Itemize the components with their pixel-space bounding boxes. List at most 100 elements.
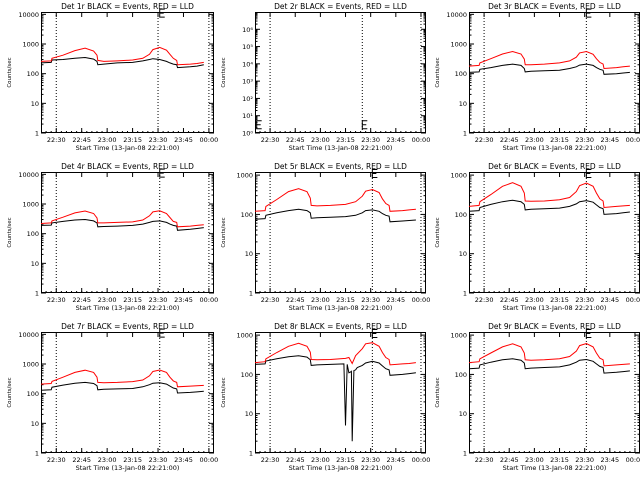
x-tick-label: 23:00 [525,456,544,464]
y-tick-label: 10⁰ [242,130,253,138]
y-axis-label: Counts/sec [435,57,441,87]
x-tick-label: 23:45 [600,296,619,304]
series-line-lld [254,342,416,366]
x-tick-label: 23:30 [149,136,168,144]
series-line-events [254,208,416,223]
plot-frame [255,12,426,133]
panel-det-9r: Det 9r BLACK = Events, RED = LLD 22:30 22:… [435,322,640,472]
x-tick-label: 22:45 [500,456,519,464]
plot-frame [469,12,640,133]
x-tick-label: 22:30 [47,296,66,304]
x-tick-label: 23:30 [149,456,168,464]
panel-det-1r: Det 1r BLACK = Events, RED = LLD 22:30 22:… [7,2,218,152]
x-axis-label: Start Time (13-Jan-08 22:21:00) [76,144,180,152]
x-tick-label: 23:30 [575,456,594,464]
bracket-marker [159,8,165,18]
x-tick-label: 22:30 [475,136,494,144]
y-axis-label: Counts/sec [7,377,13,407]
y-axis-label: Counts/sec [7,57,13,87]
x-tick-label: 23:30 [149,296,168,304]
x-tick-label: 23:00 [311,296,330,304]
x-tick-label: 00:00 [200,136,219,144]
y-tick-label: 10 [459,250,467,258]
panel-title: Det 7r BLACK = Events, RED = LLD [61,322,194,331]
x-tick-label: 22:45 [286,456,305,464]
panel-det-2r: Det 2r BLACK = Events, RED = LLD 22:30 22:… [221,2,430,152]
y-tick-label: 10⁶ [242,26,253,34]
x-tick-label: 00:00 [412,456,431,464]
bracket-marker [361,120,368,130]
x-tick-label: 23:15 [336,456,355,464]
x-tick-label: 23:15 [550,296,569,304]
y-axis-label: Counts/sec [7,217,13,247]
y-tick-label: 100 [27,230,39,238]
panel-det-6r: Det 6r BLACK = Events, RED = LLD 22:30 22:… [435,162,640,312]
plot-frame [255,172,426,293]
y-tick-label: 1 [463,130,467,138]
series-line-events [40,381,204,394]
x-tick-label: 22:45 [500,296,519,304]
series-line-events [40,56,204,69]
y-tick-label: 10 [31,100,39,108]
y-tick-label: 10 [31,260,39,268]
y-tick-label: 100 [241,211,253,219]
y-tick-label: 1 [463,450,467,458]
x-tick-label: 23:30 [575,296,594,304]
x-axis-label: Start Time (13-Jan-08 22:21:00) [289,464,393,472]
panel-det-3r: Det 3r BLACK = Events, RED = LLD 22:30 22:… [435,2,640,152]
x-tick-label: 22:30 [47,456,66,464]
x-axis-label: Start Time (13-Jan-08 22:21:00) [503,464,607,472]
panel-title: Det 2r BLACK = Events, RED = LLD [274,2,407,11]
x-tick-label: 23:00 [525,136,544,144]
series-line-lld [40,210,204,228]
x-tick-label: 23:30 [361,456,380,464]
x-tick-label: 23:15 [123,296,142,304]
y-tick-label: 10⁵ [242,43,253,51]
y-tick-label: 1 [35,290,39,298]
y-tick-label: 1000 [450,172,467,180]
bracket-marker [585,168,592,178]
y-tick-label: 10 [245,410,253,418]
x-tick-label: 00:00 [412,296,431,304]
y-axis-label: Counts/sec [435,217,441,247]
y-tick-label: 1000 [22,41,39,49]
y-tick-label: 10 [459,100,467,108]
y-tick-label: 1000 [22,361,39,369]
x-tick-label: 00:00 [412,136,431,144]
y-tick-label: 1 [249,450,253,458]
bracket-marker [585,8,592,18]
x-tick-label: 23:45 [600,456,619,464]
bracket-marker [371,328,378,338]
panel-title: Det 8r BLACK = Events, RED = LLD [274,322,407,331]
x-tick-label: 23:00 [98,296,117,304]
x-tick-label: 23:00 [311,136,330,144]
x-tick-label: 23:30 [575,136,594,144]
panel-title: Det 9r BLACK = Events, RED = LLD [488,322,621,331]
x-tick-label: 22:45 [72,296,91,304]
bracket-marker [585,328,592,338]
panel-title: Det 1r BLACK = Events, RED = LLD [61,2,194,11]
x-tick-label: 23:30 [361,296,380,304]
bracket-marker [371,168,378,178]
series-line-events [468,63,630,75]
y-tick-label: 100 [27,70,39,78]
x-tick-label: 22:30 [47,136,66,144]
y-axis-label: Counts/sec [221,217,227,247]
x-tick-label: 23:45 [174,456,193,464]
y-tick-label: 1 [35,130,39,138]
y-tick-label: 100 [27,390,39,398]
y-tick-label: 10 [31,420,39,428]
x-tick-label: 22:30 [261,456,280,464]
panel-title: Det 4r BLACK = Events, RED = LLD [61,162,194,171]
y-tick-label: 100 [455,371,467,379]
plot-frame [469,172,640,293]
y-tick-label: 100 [241,371,253,379]
panel-title: Det 5r BLACK = Events, RED = LLD [274,162,407,171]
y-tick-label: 10³ [242,78,253,86]
x-tick-label: 22:45 [72,136,91,144]
x-tick-label: 23:00 [311,456,330,464]
x-tick-label: 23:15 [550,456,569,464]
y-tick-label: 10 [245,250,253,258]
y-tick-label: 1000 [236,172,253,180]
panel-det-8r: Det 8r BLACK = Events, RED = LLD 22:30 22:… [221,322,430,472]
